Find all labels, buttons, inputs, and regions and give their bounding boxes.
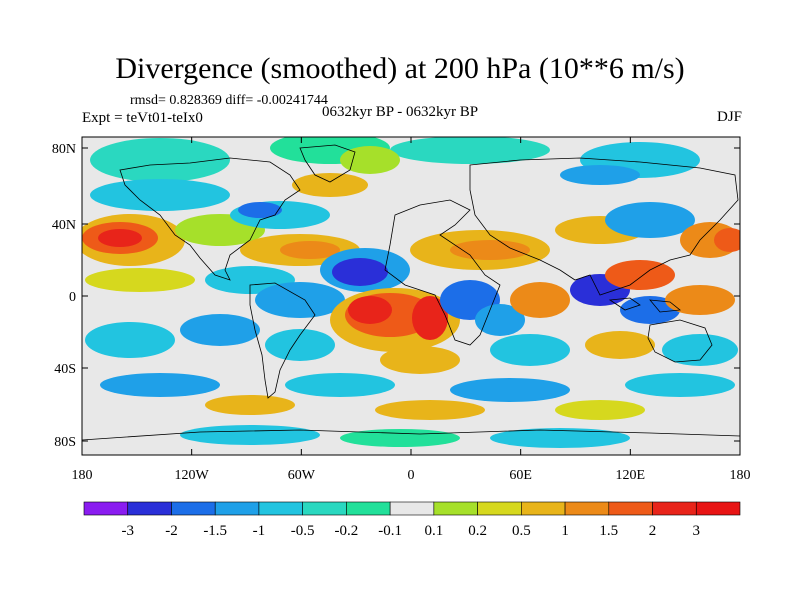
colorbar-swatch xyxy=(695,501,741,516)
lon-tick-label: 120E xyxy=(616,468,646,483)
colorbar-swatch xyxy=(171,501,216,516)
lon-tick-label: 60E xyxy=(509,468,532,483)
lon-tick-label: 180 xyxy=(730,468,751,483)
map-axes: 80N 40N 0 40S 80S 180 120W 60W 0 60E 120E 180 xyxy=(52,137,751,483)
colorbar-label: -0.1 xyxy=(378,523,402,539)
colorbar-label: 0.5 xyxy=(512,523,531,539)
colorbar-label: -3 xyxy=(121,523,134,539)
colorbar-swatch xyxy=(389,501,435,516)
experiment-label: Expt = teVt01-teIx0 xyxy=(82,110,203,126)
colorbar-label: -1.5 xyxy=(203,523,227,539)
colorbar-swatch xyxy=(608,501,653,516)
coastlines xyxy=(82,144,740,441)
colorbar-label: 2 xyxy=(649,523,657,539)
colorbar-label: 1 xyxy=(561,523,569,539)
divergence-field xyxy=(82,137,740,455)
colorbar-swatch xyxy=(564,501,610,516)
lon-tick-label: 180 xyxy=(72,468,93,483)
lon-tick-label: 0 xyxy=(408,468,415,483)
colorbar-swatch xyxy=(346,501,391,516)
colorbar-label: 1.5 xyxy=(599,523,618,539)
colorbar-swatch xyxy=(258,501,303,516)
colorbar-label: -2 xyxy=(165,523,178,539)
colorbar-label: -1 xyxy=(253,523,266,539)
colorbar-label: -0.2 xyxy=(335,523,359,539)
period-label: 0632kyr BP - 0632kyr BP xyxy=(322,104,479,120)
colorbar-label: 3 xyxy=(693,523,701,539)
lat-tick-label: 0 xyxy=(69,290,76,305)
lat-tick-label: 80N xyxy=(52,142,76,157)
colorbar-swatch xyxy=(127,501,172,516)
colorbar-label: 0.2 xyxy=(468,523,487,539)
colorbar-label: 0.1 xyxy=(424,523,443,539)
lat-tick-label: 40S xyxy=(54,362,76,377)
colorbar-swatch xyxy=(433,501,478,516)
colorbar-swatch xyxy=(214,501,260,516)
lat-tick-label: 80S xyxy=(54,435,76,450)
stats-text: rmsd= 0.828369 diff= -0.00241744 xyxy=(130,93,328,108)
lat-tick-label: 40N xyxy=(52,218,76,233)
colorbar-swatch xyxy=(83,501,129,516)
season-label: DJF xyxy=(716,109,742,125)
colorbar-swatch xyxy=(521,501,566,516)
lon-tick-label: 120W xyxy=(175,468,210,483)
colorbar-swatch xyxy=(652,501,697,516)
lon-tick-label: 60W xyxy=(288,468,316,483)
map-title: Divergence (smoothed) at 200 hPa (10**6 … xyxy=(115,52,685,85)
colorbar: -3 -2 -1.5 -1 -0.5 -0.2 -0.1 0.1 0.2 0.5 1 1.5 2 3 xyxy=(83,501,741,539)
colorbar-label: -0.5 xyxy=(291,523,315,539)
colorbar-swatch xyxy=(477,501,522,516)
field-blobs xyxy=(82,137,740,448)
colorbar-swatch xyxy=(302,501,347,516)
